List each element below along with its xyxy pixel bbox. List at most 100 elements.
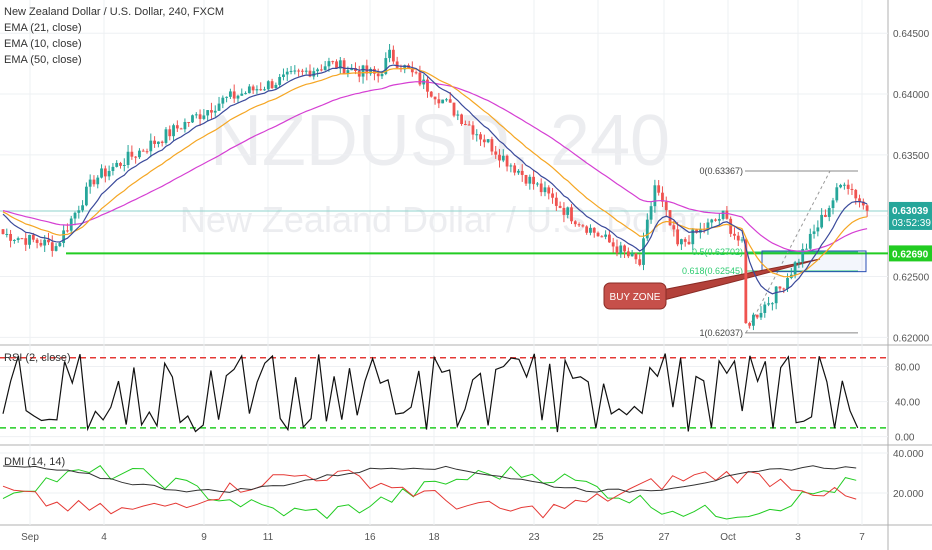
candle-body: [611, 242, 615, 247]
candle-body: [680, 239, 683, 245]
candle-body: [630, 253, 634, 257]
candle-body: [482, 139, 486, 143]
ema21-line: [2, 67, 868, 278]
candle-body: [551, 193, 554, 198]
candle-body: [623, 245, 626, 252]
candle-body: [206, 110, 210, 116]
candle-body: [126, 151, 130, 165]
candle-body: [293, 70, 297, 72]
candle-body: [835, 187, 839, 201]
candle-body: [175, 125, 179, 129]
candle-body: [664, 201, 668, 211]
candle-body: [191, 115, 194, 123]
candle-body: [589, 227, 592, 233]
watermark-name: New Zealand Dollar / U.S. Dollar: [180, 199, 700, 240]
candle-body: [247, 86, 251, 94]
candle-body: [168, 129, 172, 137]
candle-body: [774, 286, 778, 304]
candle-body: [297, 70, 301, 72]
candle-body: [532, 176, 535, 185]
candle-body: [759, 312, 763, 318]
candle-body: [107, 170, 111, 177]
candle-body: [122, 164, 126, 166]
candle-body: [816, 227, 820, 232]
candle-body: [289, 70, 293, 72]
candle-body: [138, 150, 141, 158]
candle-body: [395, 61, 399, 68]
candle-body: [608, 234, 611, 243]
fib-level-label: 0.618(0.62545): [682, 266, 743, 276]
candle-body: [301, 70, 304, 72]
candle-body: [403, 65, 407, 70]
x-tick-label: 16: [364, 532, 376, 543]
candle-body: [179, 128, 183, 130]
candle-body: [251, 86, 255, 91]
candle-body: [361, 65, 365, 77]
candle-body: [43, 239, 47, 246]
legend-ema10[interactable]: EMA (10, close): [4, 38, 82, 50]
candle-body: [335, 61, 338, 69]
candle-body: [259, 89, 263, 91]
candle-body: [854, 189, 858, 199]
dmi-label[interactable]: DMI (14, 14): [4, 456, 66, 468]
candle-body: [676, 229, 680, 245]
candle-body: [24, 238, 28, 245]
candle-body: [695, 229, 698, 233]
candle-body: [183, 121, 187, 130]
candle-body: [304, 70, 308, 72]
candle-body: [282, 74, 285, 77]
candle-body: [475, 134, 479, 136]
candle-body: [634, 253, 638, 260]
candle-body: [592, 227, 596, 233]
x-tick-label: 4: [101, 532, 107, 543]
candle-body: [92, 179, 96, 185]
candle-body: [498, 154, 501, 161]
candle-body: [202, 115, 206, 119]
y-tick-label: 0.64000: [893, 90, 930, 101]
rsi-label[interactable]: RSI (2, close): [4, 352, 71, 364]
candle-body: [225, 96, 229, 98]
current-price-tag: [889, 201, 932, 230]
candle-body: [535, 183, 539, 185]
candle-body: [566, 207, 570, 215]
legend-title: New Zealand Dollar / U.S. Dollar, 240, F…: [4, 6, 225, 18]
candle-body: [119, 162, 122, 166]
y-tick-label: 0.63500: [893, 151, 930, 162]
candle-body: [111, 166, 115, 171]
x-tick-label: 27: [658, 532, 670, 543]
legend-ema21[interactable]: EMA (21, close): [4, 22, 82, 34]
candle-body: [270, 81, 274, 89]
candle-body: [50, 242, 54, 251]
fib-trend-line: [745, 170, 831, 334]
candle-body: [456, 114, 460, 116]
candle-body: [805, 248, 808, 250]
candle-body: [763, 304, 767, 313]
candle-body: [39, 242, 43, 246]
legend-ema50[interactable]: EMA (50, close): [4, 54, 82, 66]
candle-body: [217, 103, 221, 111]
candle-body: [266, 81, 270, 90]
candle-body: [486, 139, 490, 143]
current-price-value: 0.63039: [892, 206, 929, 217]
candle-body: [316, 69, 319, 72]
dmi-line-3: [2, 465, 857, 493]
candle-body: [865, 205, 869, 211]
candle-body: [748, 323, 752, 326]
candle-body: [638, 259, 642, 265]
candle-body: [308, 70, 312, 77]
candle-body: [426, 79, 429, 92]
candle-body: [81, 205, 84, 211]
candle-body: [323, 66, 327, 71]
candles: [1, 43, 869, 331]
x-tick-label: Oct: [720, 532, 736, 543]
candle-body: [88, 179, 92, 187]
candle-body: [842, 184, 846, 186]
candle-body: [581, 225, 585, 227]
candle-body: [77, 210, 81, 213]
candle-body: [543, 187, 547, 193]
dmi-line-1: [2, 465, 857, 520]
candle-body: [452, 102, 456, 116]
buy-zone-label: BUY ZONE: [610, 292, 661, 303]
candle-body: [20, 238, 24, 240]
